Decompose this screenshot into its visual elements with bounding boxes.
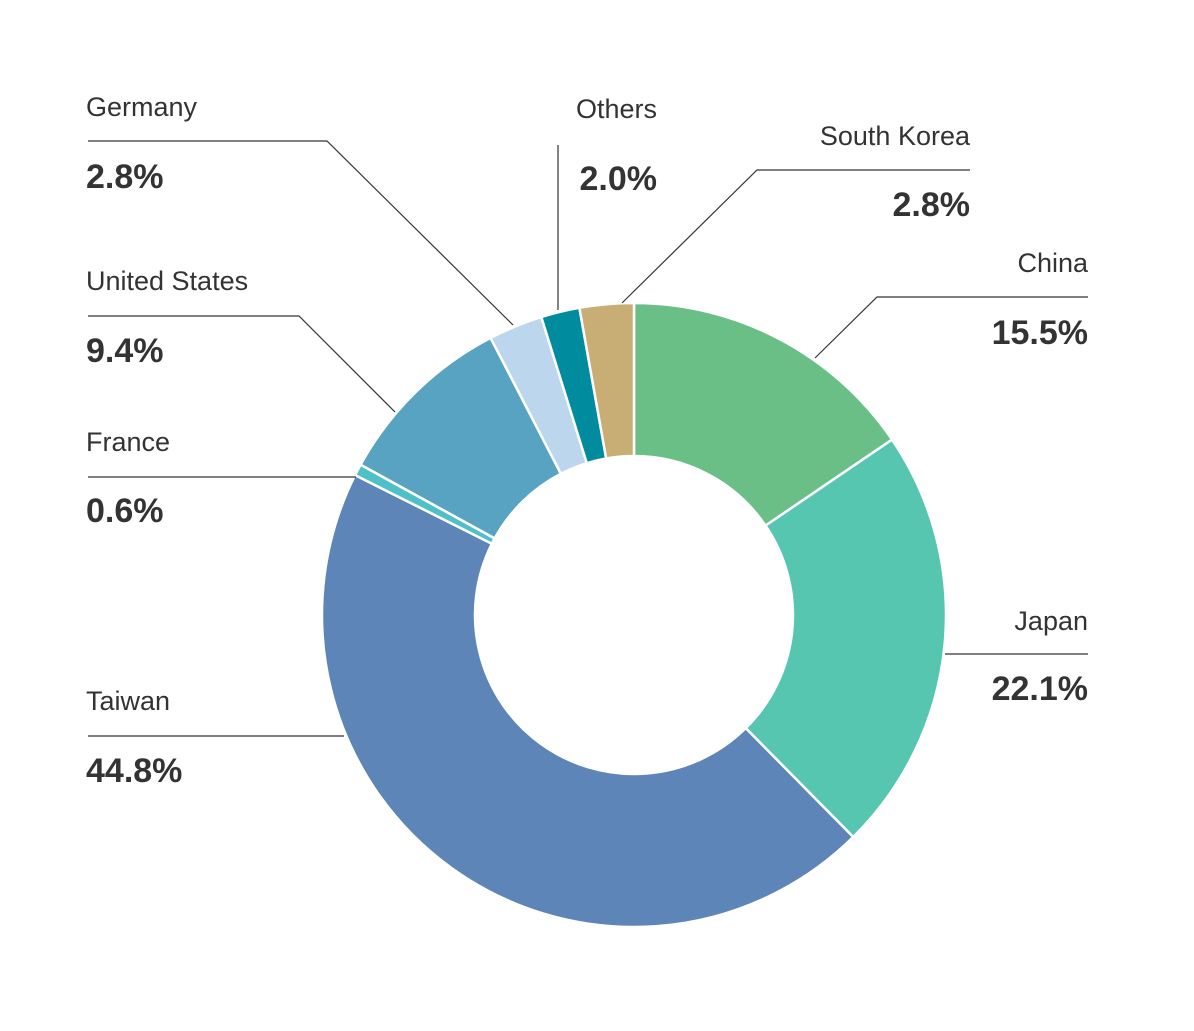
leader-line-united-states (88, 315, 396, 413)
slice-china (632, 301, 894, 528)
label-japan: Japan (1014, 606, 1088, 636)
label-germany: Germany (86, 92, 198, 122)
value-label-united-states: 9.4% (86, 332, 164, 370)
label-united-states: United States (86, 266, 248, 296)
slice-japan (743, 437, 948, 839)
label-china: China (1017, 248, 1089, 278)
leader-line-germany (88, 140, 514, 326)
value-label-south-korea: 2.8% (893, 186, 971, 224)
label-others: Others (576, 94, 657, 124)
label-south-korea: South Korea (820, 121, 971, 151)
slice-south-korea (577, 301, 636, 460)
value-label-taiwan: 44.8% (86, 752, 182, 790)
slice-taiwan (320, 473, 855, 929)
leader-line-china (814, 296, 1088, 359)
value-label-china: 15.5% (992, 314, 1088, 352)
label-france: France (86, 427, 170, 457)
value-label-japan: 22.1% (992, 670, 1088, 708)
value-label-germany: 2.8% (86, 158, 164, 196)
value-label-others: 2.0% (580, 160, 658, 198)
label-taiwan: Taiwan (86, 686, 170, 716)
value-label-france: 0.6% (86, 492, 164, 530)
leader-line-south-korea (621, 169, 970, 304)
